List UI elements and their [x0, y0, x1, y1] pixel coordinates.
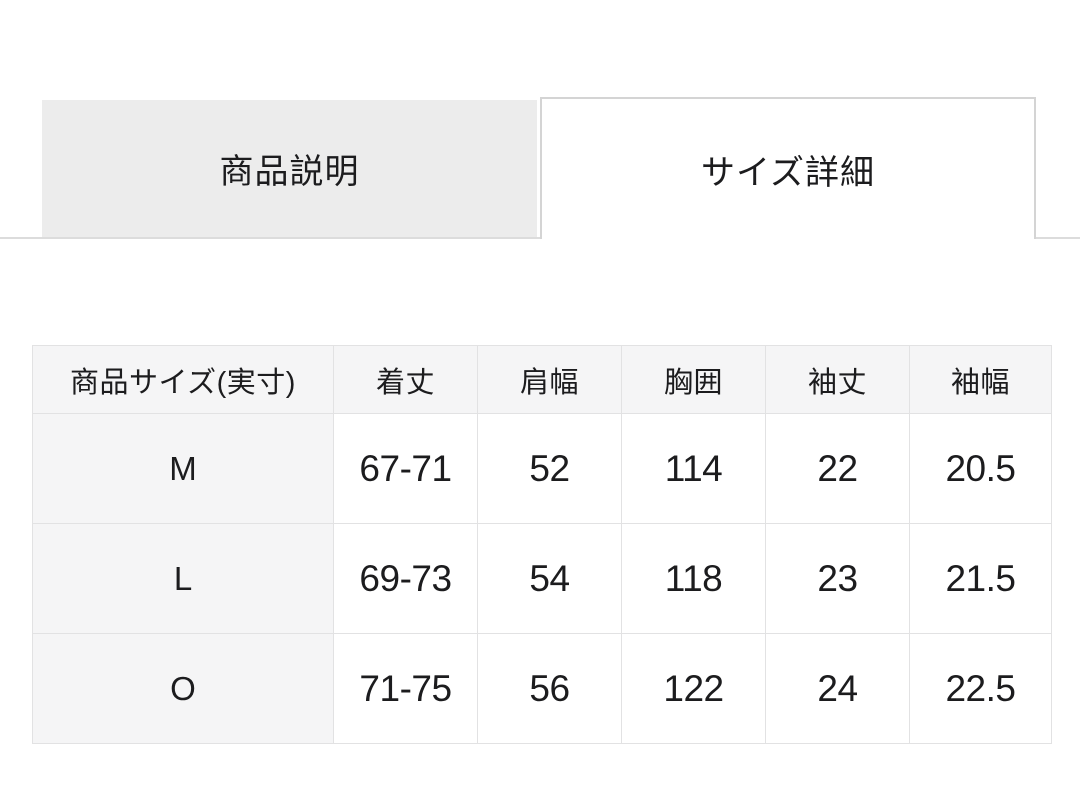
value-cell: 22.5 [909, 633, 1052, 744]
value-cell: 71-75 [333, 633, 478, 744]
table-header-row: 商品サイズ(実寸) 着丈 肩幅 胸囲 袖丈 袖幅 [32, 345, 1052, 414]
value-cell: 69-73 [333, 523, 478, 634]
header-sleeve-width: 袖幅 [909, 345, 1052, 414]
value-cell: 24 [765, 633, 910, 744]
table-row-m: M 67-71 52 114 22 20.5 [32, 413, 1052, 524]
value-cell: 56 [477, 633, 622, 744]
value-cell: 23 [765, 523, 910, 634]
header-shoulder-width: 肩幅 [477, 345, 622, 414]
value-cell: 122 [621, 633, 766, 744]
value-cell: 67-71 [333, 413, 478, 524]
size-spec-table: 商品サイズ(実寸) 着丈 肩幅 胸囲 袖丈 袖幅 M 67-71 52 114 … [32, 345, 1052, 744]
size-label: O [32, 633, 334, 744]
header-body-length: 着丈 [333, 345, 478, 414]
value-cell: 21.5 [909, 523, 1052, 634]
value-cell: 118 [621, 523, 766, 634]
value-cell: 114 [621, 413, 766, 524]
header-sleeve-length: 袖丈 [765, 345, 910, 414]
value-cell: 54 [477, 523, 622, 634]
size-label: M [32, 413, 334, 524]
tab-size-details[interactable]: サイズ詳細 [540, 97, 1036, 239]
tab-product-description[interactable]: 商品説明 [42, 100, 537, 237]
value-cell: 20.5 [909, 413, 1052, 524]
table-row-o: O 71-75 56 122 24 22.5 [32, 633, 1052, 744]
header-product-size: 商品サイズ(実寸) [32, 345, 334, 414]
size-label: L [32, 523, 334, 634]
value-cell: 22 [765, 413, 910, 524]
header-chest: 胸囲 [621, 345, 766, 414]
tab-bar: 商品説明 サイズ詳細 [0, 97, 1080, 239]
value-cell: 52 [477, 413, 622, 524]
table-row-l: L 69-73 54 118 23 21.5 [32, 523, 1052, 634]
